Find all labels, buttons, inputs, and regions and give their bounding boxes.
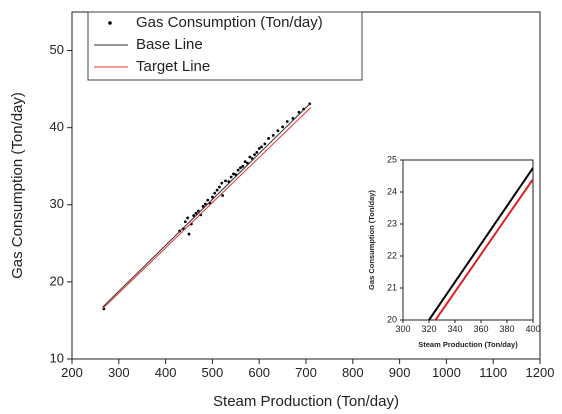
data-point <box>271 133 275 137</box>
legend-label: Gas Consumption (Ton/day) <box>136 14 323 31</box>
data-point <box>263 142 267 146</box>
data-point <box>187 232 191 236</box>
x-tick-label: 200 <box>61 365 83 380</box>
x-tick-label: 1000 <box>432 365 461 380</box>
x-tick-label: 500 <box>202 365 224 380</box>
y-tick-label: 20 <box>50 273 64 288</box>
x-tick-label: 1200 <box>526 365 555 380</box>
data-point <box>241 164 245 168</box>
data-point <box>232 172 235 176</box>
x-tick-label: 380 <box>499 324 514 334</box>
inset-background <box>362 150 538 356</box>
legend-box <box>87 11 363 81</box>
y-tick-label: 20 <box>387 314 397 324</box>
y-axis-label: Gas Consumption (Ton/day) <box>367 190 376 290</box>
data-point <box>257 147 261 150</box>
data-point <box>215 188 219 192</box>
x-tick-label: 700 <box>295 365 317 380</box>
x-tick-label: 600 <box>248 365 270 380</box>
x-tick-label: 300 <box>395 324 410 334</box>
data-line <box>102 102 312 308</box>
data-point <box>255 150 259 154</box>
legend-marker <box>108 21 112 25</box>
data-point <box>221 194 225 197</box>
x-tick-label: 300 <box>108 365 130 380</box>
data-point <box>186 216 189 220</box>
data-point <box>192 214 196 217</box>
data-line <box>434 178 533 320</box>
data-point <box>297 110 301 114</box>
data-point <box>203 202 207 206</box>
data-point <box>239 166 242 170</box>
data-point <box>211 195 214 199</box>
x-tick-label: 360 <box>473 324 488 334</box>
x-tick-label: 900 <box>389 365 411 380</box>
y-axis-label: Gas Consumption (Ton/day) <box>9 92 26 279</box>
data-point <box>196 209 200 213</box>
plot-frame <box>402 159 534 321</box>
y-tick-label: 24 <box>387 186 397 196</box>
data-line <box>428 167 533 320</box>
data-point <box>248 155 252 159</box>
data-point <box>201 204 205 208</box>
data-line <box>102 107 312 310</box>
x-tick-label: 800 <box>342 365 364 380</box>
data-point <box>243 160 247 163</box>
plot-area <box>428 167 533 320</box>
data-point <box>281 125 284 129</box>
data-point <box>183 220 187 224</box>
data-point <box>260 145 263 149</box>
y-tick-label: 22 <box>387 250 397 260</box>
data-point <box>236 168 240 172</box>
y-tick-label: 30 <box>50 196 64 211</box>
x-axis-label: Steam Production (Ton/day) <box>418 340 518 349</box>
data-point <box>213 191 217 195</box>
y-tick-label: 23 <box>387 218 397 228</box>
data-point <box>218 185 221 189</box>
data-point <box>194 211 198 215</box>
x-axis-label: Steam Production (Ton/day) <box>213 393 399 410</box>
y-tick-label: 10 <box>50 350 64 365</box>
data-point <box>276 129 280 133</box>
data-point <box>220 181 224 185</box>
x-tick-label: 340 <box>447 324 462 334</box>
data-point <box>229 175 233 179</box>
y-tick-label: 21 <box>387 282 397 292</box>
data-point <box>253 153 256 157</box>
data-point <box>206 198 210 202</box>
legend-label: Base Line <box>136 36 203 53</box>
data-point <box>285 120 289 123</box>
x-tick-label: 1100 <box>479 365 507 380</box>
x-tick-label: 400 <box>525 324 540 334</box>
y-tick-label: 25 <box>387 154 397 164</box>
y-tick-label: 40 <box>50 119 64 134</box>
legend-label: Target Line <box>136 58 210 75</box>
plot-area <box>102 102 312 311</box>
x-tick-label: 320 <box>421 324 436 334</box>
y-tick-label: 50 <box>50 42 64 57</box>
x-tick-label: 400 <box>155 365 177 380</box>
data-point <box>224 179 227 183</box>
data-point <box>267 137 270 140</box>
